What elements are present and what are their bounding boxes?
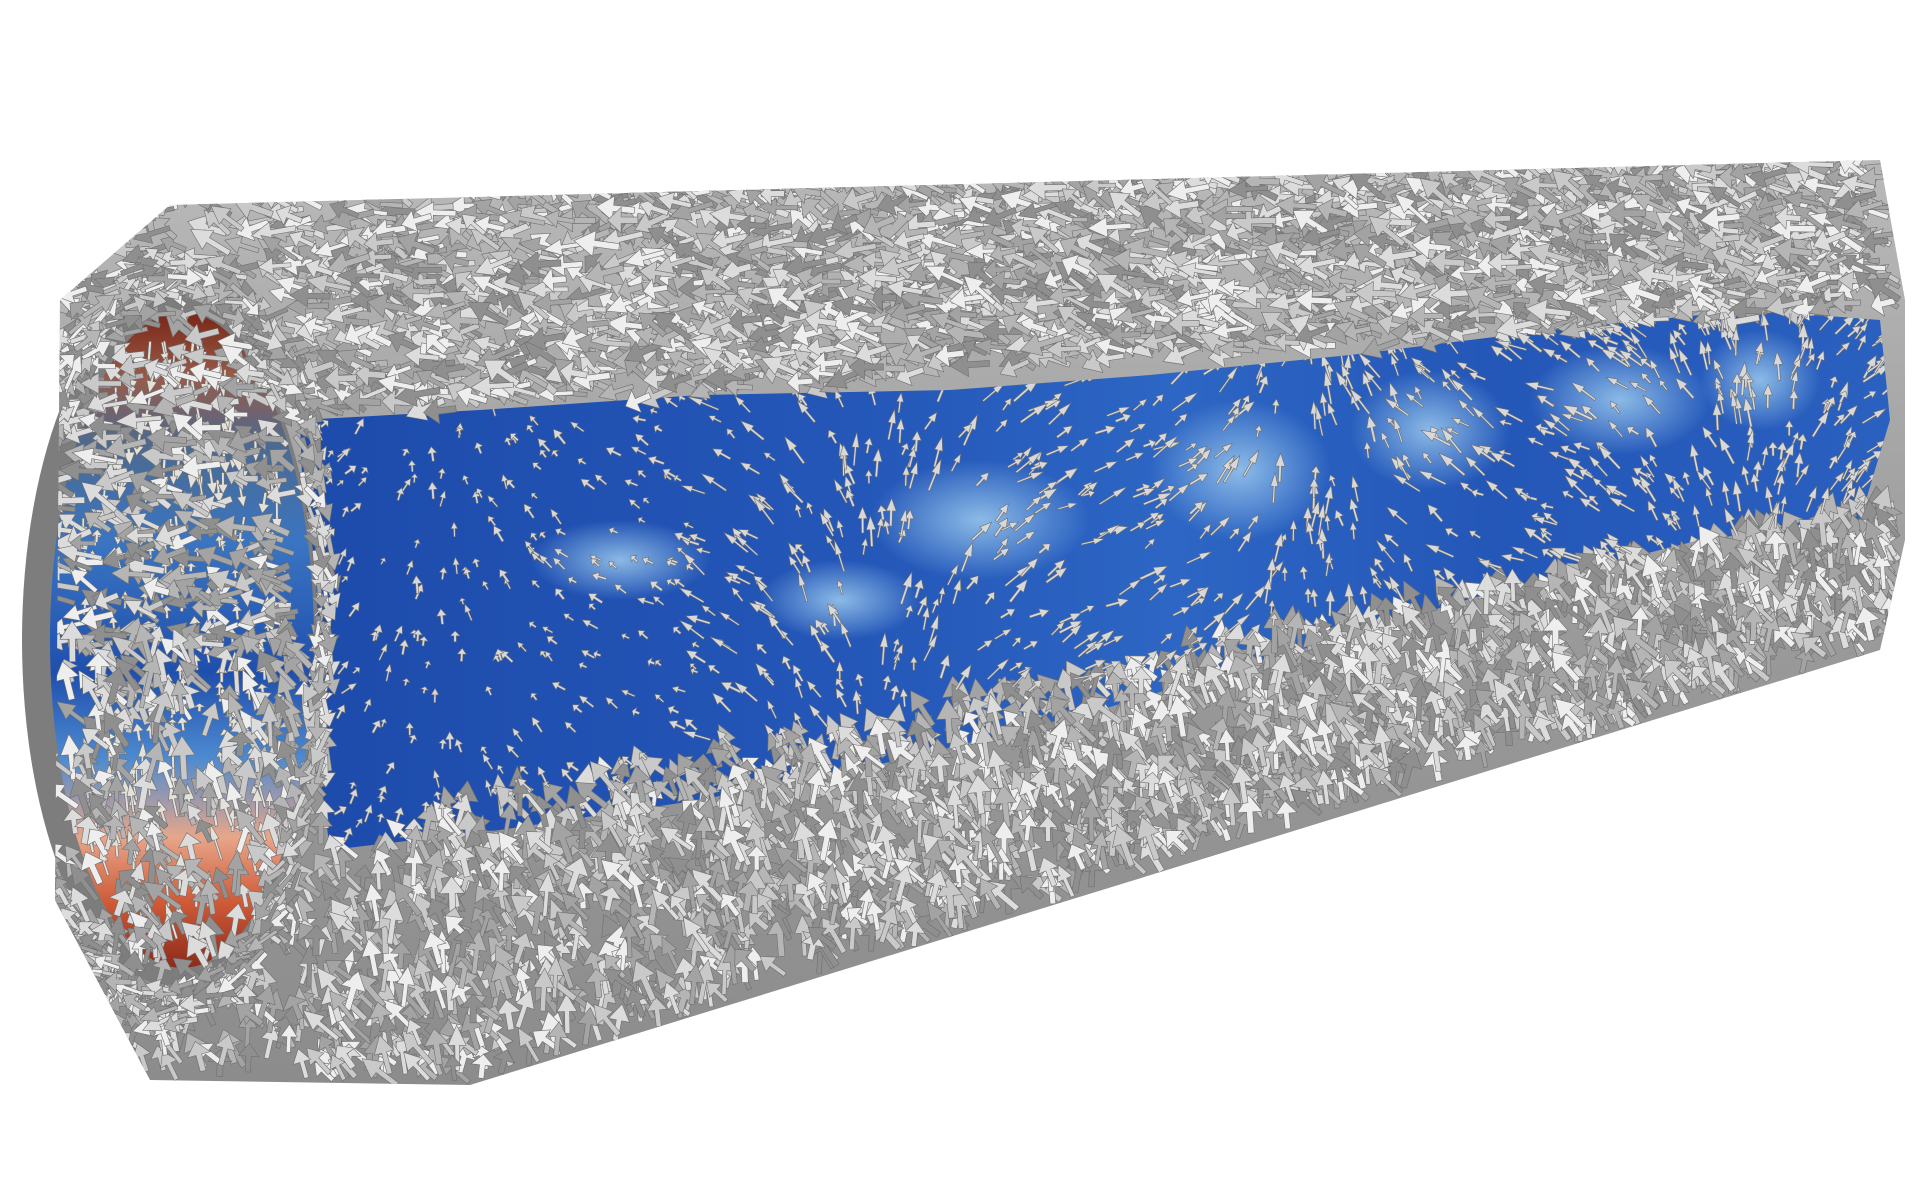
velocity-arrow [91, 529, 103, 543]
pipe-interior-surface [300, 310, 1890, 850]
velocity-arrow [55, 954, 79, 997]
velocity-arrow [227, 717, 240, 731]
velocity-arrow [137, 740, 148, 776]
velocity-arrow [131, 722, 145, 742]
velocity-arrow [108, 192, 137, 214]
velocity-arrow [55, 264, 87, 284]
velocity-arrow [79, 1020, 102, 1057]
velocity-arrow [55, 253, 74, 277]
velocity-arrow [1223, 160, 1245, 180]
velocity-arrow [231, 603, 243, 621]
velocity-arrow [251, 787, 264, 818]
flow-highlight-patch [530, 520, 710, 600]
velocity-arrow [55, 1046, 78, 1076]
velocity-arrow [168, 783, 179, 818]
flow-highlight-patch [1350, 370, 1510, 490]
velocity-arrow [206, 467, 218, 497]
flow-highlight-patch [760, 560, 920, 640]
velocity-arrow [212, 479, 225, 505]
shell-velocity-arrows [55, 160, 1905, 1085]
velocity-arrow [82, 236, 122, 253]
velocity-arrow [598, 383, 635, 401]
velocity-arrow [264, 789, 274, 815]
velocity-arrow [126, 781, 137, 814]
velocity-arrow [1592, 160, 1616, 170]
velocity-arrow [219, 793, 234, 828]
velocity-arrow [91, 1017, 117, 1056]
velocity-arrow [251, 426, 284, 452]
velocity-arrow [84, 1034, 104, 1082]
velocity-arrow [176, 716, 189, 732]
velocity-arrow [217, 472, 229, 495]
velocity-arrow [70, 220, 115, 242]
velocity-arrow [228, 177, 266, 206]
velocity-arrow [184, 562, 198, 572]
velocity-arrow [214, 535, 224, 548]
flow-highlight-patch [1150, 400, 1330, 540]
velocity-arrow [93, 1046, 114, 1075]
flow-highlight-patch [1700, 330, 1820, 430]
velocity-arrow [1543, 160, 1586, 172]
velocity-arrow [214, 681, 225, 696]
velocity-arrow [1774, 160, 1807, 166]
velocity-arrow [71, 246, 97, 267]
velocity-arrow [97, 196, 132, 215]
velocity-arrow [98, 849, 110, 877]
velocity-arrow [55, 209, 79, 229]
velocity-arrow [86, 226, 122, 244]
velocity-arrow [230, 569, 241, 579]
velocity-arrow [1157, 161, 1185, 182]
velocity-arrow [92, 208, 119, 236]
velocity-arrow [234, 532, 247, 545]
velocity-arrow [209, 822, 223, 861]
velocity-arrow [70, 208, 106, 229]
velocity-arrow [96, 1018, 117, 1058]
velocity-arrow [1891, 608, 1905, 644]
velocity-arrow [57, 987, 84, 1026]
velocity-arrow [192, 702, 207, 712]
velocity-arrow [56, 940, 77, 985]
flow-highlight-patch [870, 460, 1090, 580]
velocity-arrow [257, 491, 270, 515]
flow-highlight-patch [1530, 345, 1710, 455]
velocity-arrow [67, 1029, 89, 1058]
